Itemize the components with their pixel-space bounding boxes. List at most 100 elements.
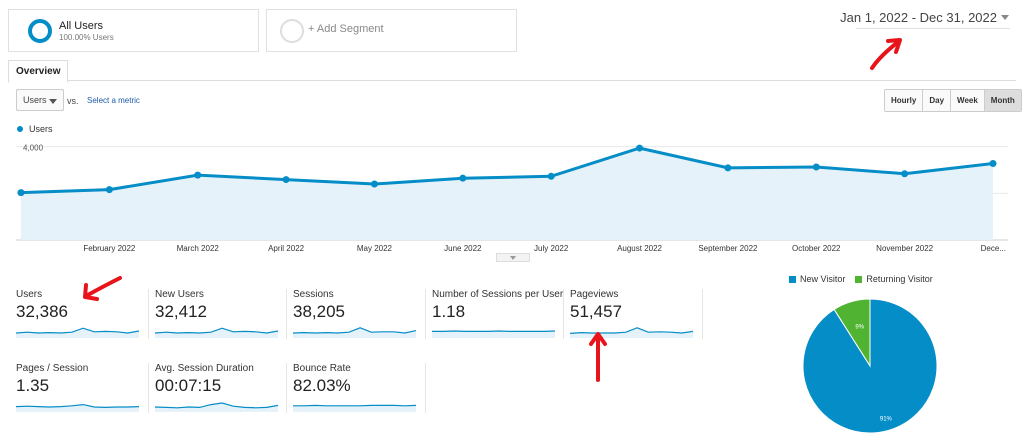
metric-label: New Users [155,289,204,300]
sparkline-line [16,403,140,409]
empty-circle-icon [280,19,304,43]
period-hourly-button[interactable]: Hourly [885,90,924,111]
sparkline-fill [155,328,278,338]
metric-tile[interactable]: Users 32,386 [16,289,147,349]
metric-label: Pages / Session [16,363,89,374]
period-month-button[interactable]: Month [984,90,1021,111]
chevron-down-icon [49,99,57,104]
x-tick-label: March 2022 [177,244,220,253]
period-week-button[interactable]: Week [951,90,985,111]
date-underline [856,28,1010,29]
sparkline [155,402,279,412]
y-tick-label: 4,000 [23,144,44,153]
data-point[interactable] [194,171,202,179]
metric-tile[interactable]: New Users 32,412 [155,289,286,349]
sparkline [16,403,140,412]
sparkline-line [155,327,279,334]
data-point[interactable] [724,164,732,172]
data-point[interactable] [17,189,25,197]
tile-divider [563,289,564,339]
x-tick-label: April 2022 [268,244,305,253]
sparkline-fill [16,328,139,338]
x-tick-label: August 2022 [617,244,662,253]
users-line [20,146,994,195]
pie-legend: New Visitor Returning Visitor [789,274,933,284]
data-point[interactable] [812,163,820,171]
tab-overview[interactable]: Overview [8,60,69,83]
sparkline-fill [293,405,416,412]
data-point[interactable] [105,186,113,194]
metric-tile[interactable]: Pages / Session 1.35 [16,363,147,423]
collapse-chart-button[interactable] [496,253,530,262]
pie-legend-returning: Returning Visitor [855,274,933,284]
pie-legend-label: New Visitor [800,274,846,284]
segment-all-users[interactable]: All Users 100.00% Users [8,9,259,52]
users-area [21,148,993,240]
metric-label: Bounce Rate [293,363,351,374]
metric-select[interactable]: Users [16,89,64,111]
data-point[interactable] [459,174,467,182]
x-tick-label: February 2022 [83,244,136,253]
sparkline [293,404,417,412]
pie-slice-label: 91% [880,417,893,423]
metric-label: Sessions [293,289,334,300]
sparkline [155,327,279,338]
add-segment-button[interactable]: + Add Segment [266,9,517,52]
data-point[interactable] [370,180,378,188]
sparkline-line [570,327,694,334]
metric-tile[interactable]: Sessions 38,205 [293,289,424,349]
metric-value: 1.35 [16,376,50,395]
x-tick-label: July 2022 [534,244,569,253]
metric-tile[interactable]: Number of Sessions per User 1.18 [432,289,563,349]
legend-swatch-icon [789,275,796,283]
tile-divider [425,289,426,339]
segment-subtitle: 100.00% Users [59,33,114,42]
tile-divider [425,363,426,413]
data-point[interactable] [636,144,644,152]
tile-divider [702,289,703,339]
period-day-button[interactable]: Day [923,90,952,111]
x-tick-label: Dece... [981,244,1006,253]
metric-tile[interactable]: Bounce Rate 82.03% [293,363,424,423]
add-segment-label: + Add Segment [308,23,384,35]
chevron-down-icon [1001,15,1009,20]
metric-select-label: Users [23,95,47,105]
sparkline-fill [293,327,416,338]
metric-value: 32,412 [155,302,207,321]
metric-value: 51,457 [570,302,622,321]
metric-label: Users [16,289,43,300]
chevron-down-icon [510,256,516,260]
metric-value: 1.18 [432,302,466,321]
period-toggle: Hourly Day Week Month [884,89,1022,112]
metric-value: 00:07:15 [155,376,222,395]
pie-legend-label: Returning Visitor [866,274,933,284]
sparkline-line [293,327,417,334]
date-range-label: Jan 1, 2022 - Dec 31, 2022 [840,10,997,25]
select-metric-link[interactable]: Select a metric [87,96,140,105]
annotation-arrow-icon [589,332,607,382]
data-point[interactable] [547,172,555,180]
tile-divider [286,363,287,413]
x-tick-label: November 2022 [876,244,933,253]
vs-label: vs. [67,96,79,106]
x-tick-label: September 2022 [698,244,758,253]
data-point[interactable] [282,176,290,184]
sparkline-fill [155,403,278,412]
pie-slice[interactable] [802,298,938,434]
date-range-picker[interactable]: Jan 1, 2022 - Dec 31, 2022 [840,10,1009,25]
legend-label: Users [29,124,53,134]
data-point[interactable] [989,159,997,167]
sparkline-fill [432,331,555,338]
sparkline [293,327,417,338]
metric-tile[interactable]: Avg. Session Duration 00:07:15 [155,363,286,423]
x-tick-label: October 2022 [792,244,841,253]
data-point[interactable] [901,170,909,178]
metric-label: Avg. Session Duration [155,363,254,374]
sparkline [16,327,140,338]
metric-label: Number of Sessions per User [432,289,564,300]
annotation-arrow-icon [83,276,122,301]
legend-swatch-icon [855,275,863,283]
sparkline [432,330,556,338]
tile-divider [148,289,149,339]
